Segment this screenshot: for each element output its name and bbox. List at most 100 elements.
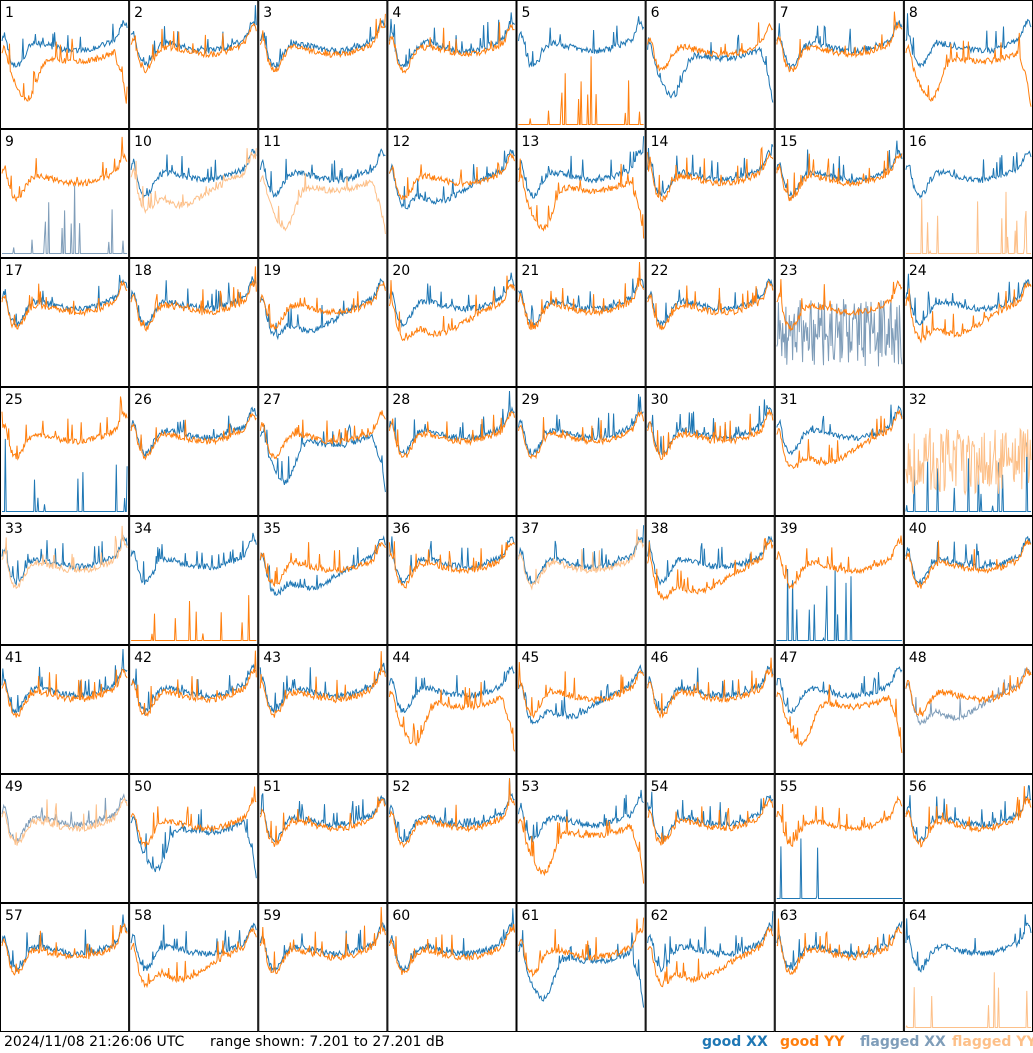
panel-label: 19 xyxy=(263,263,281,279)
panel-label: 40 xyxy=(909,521,927,537)
panel-17: 17 xyxy=(0,258,130,387)
panel-1: 1 xyxy=(0,0,130,129)
series-yy-47 xyxy=(776,684,903,753)
panel-label: 30 xyxy=(651,392,669,408)
panel-frame xyxy=(387,645,517,774)
range-text: range shown: 7.201 to 27.201 dB xyxy=(210,1034,445,1050)
panel-label: 29 xyxy=(522,392,540,408)
panel-frame xyxy=(645,258,775,387)
series-yy-20 xyxy=(388,275,515,342)
panel-2: 2 xyxy=(129,0,259,129)
series-yy-57 xyxy=(1,923,128,976)
series-xx-29 xyxy=(518,393,644,456)
panel-6: 6 xyxy=(645,0,775,129)
series-xx-47 xyxy=(776,666,903,714)
series-xx-49 xyxy=(1,793,128,844)
panel-frame xyxy=(774,0,904,129)
series-yy-15 xyxy=(776,150,903,202)
panel-38: 38 xyxy=(645,516,775,645)
series-yy-36 xyxy=(388,541,515,589)
panel-label: 25 xyxy=(5,392,23,408)
series-yy-53 xyxy=(518,816,645,884)
series-yy-60 xyxy=(388,924,515,976)
panel-63: 63 xyxy=(774,903,904,1032)
series-yy-24 xyxy=(905,282,1032,344)
panel-29: 29 xyxy=(516,387,646,516)
series-xx-17 xyxy=(1,274,128,327)
series-yy-25 xyxy=(1,396,128,461)
series-yy-48 xyxy=(905,666,1032,717)
panel-55: 55 xyxy=(774,774,904,903)
panel-41: 41 xyxy=(0,645,130,774)
panel-13: 13 xyxy=(516,129,646,258)
panel-frame xyxy=(903,903,1033,1032)
panel-11: 11 xyxy=(258,129,388,258)
panel-35: 35 xyxy=(258,516,388,645)
panel-frame xyxy=(774,387,904,516)
series-yy-51 xyxy=(259,796,386,847)
panel-label: 12 xyxy=(392,134,410,150)
panel-26: 26 xyxy=(129,387,259,516)
panel-frame xyxy=(129,0,259,129)
panel-14: 14 xyxy=(645,129,775,258)
panel-3: 3 xyxy=(258,0,388,129)
series-yy-30 xyxy=(647,409,774,461)
series-xx-31 xyxy=(776,404,903,456)
panel-label: 45 xyxy=(522,650,540,666)
series-yy-43 xyxy=(259,651,386,718)
panel-label: 38 xyxy=(651,521,669,537)
series-yy-28 xyxy=(388,410,515,458)
panel-label: 53 xyxy=(522,779,540,795)
panel-42: 42 xyxy=(129,645,259,774)
series-xx-39 xyxy=(776,567,902,641)
panel-4: 4 xyxy=(387,0,517,129)
panel-59: 59 xyxy=(258,903,388,1032)
panel-label: 1 xyxy=(5,5,14,21)
series-yy-4 xyxy=(388,22,515,74)
panel-frame xyxy=(516,0,646,129)
series-yy-31 xyxy=(776,409,903,470)
series-xx-19 xyxy=(259,278,386,341)
series-yy-11 xyxy=(259,172,386,235)
series-xx-48 xyxy=(905,666,1032,726)
panel-label: 3 xyxy=(263,5,272,21)
series-xx-12 xyxy=(388,149,515,210)
series-xx-35 xyxy=(259,535,386,596)
panel-15: 15 xyxy=(774,129,904,258)
panel-28: 28 xyxy=(387,387,517,516)
panel-label: 61 xyxy=(522,908,540,924)
panel-44: 44 xyxy=(387,645,517,774)
series-yy-35 xyxy=(259,542,386,588)
panel-32: 32 xyxy=(903,387,1033,516)
panel-30: 30 xyxy=(645,387,775,516)
series-xx-27 xyxy=(259,423,386,493)
panel-label: 5 xyxy=(522,5,531,21)
panel-64: 64 xyxy=(903,903,1033,1032)
panel-frame xyxy=(903,258,1033,387)
panel-23: 23 xyxy=(774,258,904,387)
series-xx-30 xyxy=(647,399,774,456)
panel-label: 55 xyxy=(780,779,798,795)
footer: 2024/11/08 21:26:06 UTC range shown: 7.2… xyxy=(0,1032,1033,1053)
panel-frame xyxy=(516,774,646,903)
panel-label: 44 xyxy=(392,650,410,666)
panel-label: 35 xyxy=(263,521,281,537)
series-yy-13 xyxy=(518,158,645,239)
panel-label: 17 xyxy=(5,263,23,279)
panel-label: 51 xyxy=(263,779,281,795)
panel-25: 25 xyxy=(0,387,130,516)
panel-label: 62 xyxy=(651,908,669,924)
panel-frame xyxy=(258,129,388,258)
series-xx-25 xyxy=(2,438,128,512)
panel-frame xyxy=(0,0,130,129)
series-xx-51 xyxy=(259,793,386,844)
series-yy-59 xyxy=(259,906,386,975)
panel-label: 39 xyxy=(780,521,798,537)
panel-40: 40 xyxy=(903,516,1033,645)
panel-frame xyxy=(516,129,646,258)
series-yy-10 xyxy=(130,148,257,215)
panel-label: 27 xyxy=(263,392,281,408)
panel-label: 10 xyxy=(134,134,152,150)
panel-47: 47 xyxy=(774,645,904,774)
series-yy-21 xyxy=(518,261,645,331)
